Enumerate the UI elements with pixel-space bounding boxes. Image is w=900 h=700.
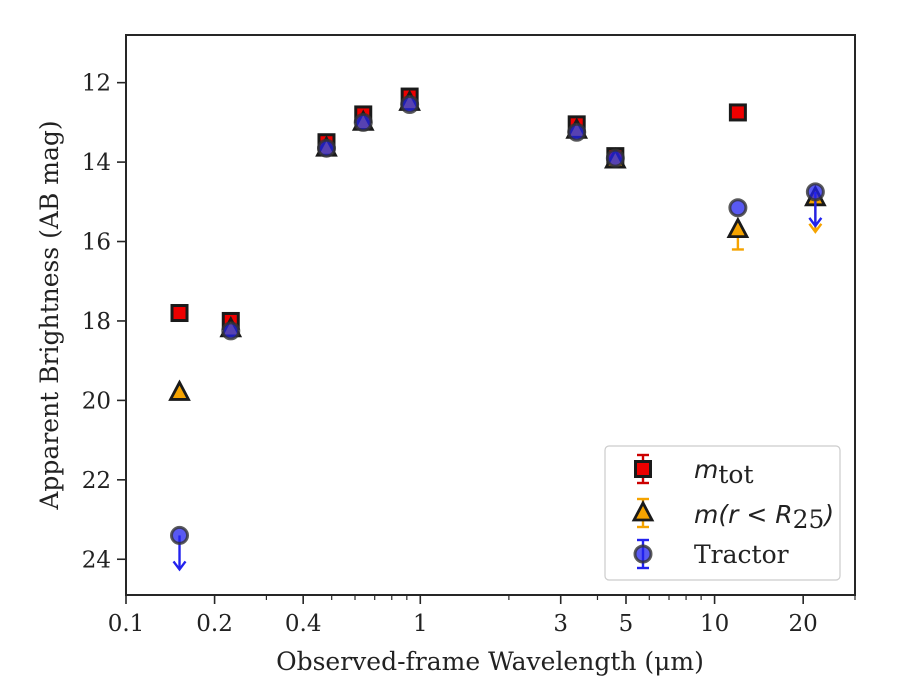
- y-tick-label: 18: [82, 309, 111, 335]
- plot-frame: [125, 34, 856, 596]
- data-point: [316, 138, 336, 158]
- upper-limit-arrow-head: [808, 217, 823, 228]
- legend-label-m-r25: m(r < R25): [694, 500, 834, 534]
- x-tick-label: 10: [700, 611, 729, 637]
- x-tick-label: 0.2: [196, 611, 233, 637]
- data-point: [567, 122, 587, 142]
- ticks-layer: 0.1 0.2 0.4 1 3 5 10 20 12 14 16 18 20 22 24: [82, 71, 856, 637]
- data-point: [605, 148, 625, 168]
- data-point: [728, 198, 748, 218]
- y-tick-label: 20: [82, 388, 111, 414]
- upper-limit-arrow-head: [808, 223, 823, 234]
- y-tick-label: 22: [82, 468, 111, 494]
- data-point: [221, 321, 241, 341]
- legend-markers: [631, 453, 655, 570]
- legend-marker-m-r-r25: [631, 500, 655, 522]
- data-point: [353, 112, 373, 132]
- data-point: [168, 379, 191, 401]
- data-point: [170, 525, 190, 545]
- marks-layer: [168, 87, 827, 572]
- legend-label-tractor: Tractor: [694, 540, 789, 569]
- data-point: [400, 95, 420, 115]
- legend-marker-m-tot: [634, 460, 652, 478]
- x-axis-label: Observed-frame Wavelength (μm): [276, 647, 704, 676]
- x-tick-label: 1: [413, 611, 428, 637]
- legend-label-mtot: mtot: [694, 455, 754, 489]
- data-point: [805, 182, 825, 202]
- x-tick-label: 20: [789, 611, 818, 637]
- y-tick-label: 24: [82, 547, 111, 573]
- y-tick-label: 12: [82, 71, 111, 97]
- legend-box: [604, 445, 841, 581]
- x-tick-label: 5: [619, 611, 634, 637]
- y-tick-label: 14: [82, 150, 111, 176]
- data-point: [170, 304, 189, 323]
- x-tick-label: 0.4: [285, 611, 322, 637]
- x-tick-label: 3: [553, 611, 568, 637]
- y-axis-label: Apparent Brightness (AB mag): [35, 120, 64, 510]
- y-tick-label: 16: [82, 230, 111, 256]
- x-tick-label: 0.1: [108, 611, 145, 637]
- legend-marker-tractor: [633, 544, 653, 564]
- legend: mtot m(r < R25) Tractor: [604, 445, 841, 581]
- upper-limit-arrow-head: [172, 560, 187, 572]
- series-tractor: [170, 95, 825, 572]
- data-point: [728, 103, 747, 122]
- data-point: [726, 216, 750, 239]
